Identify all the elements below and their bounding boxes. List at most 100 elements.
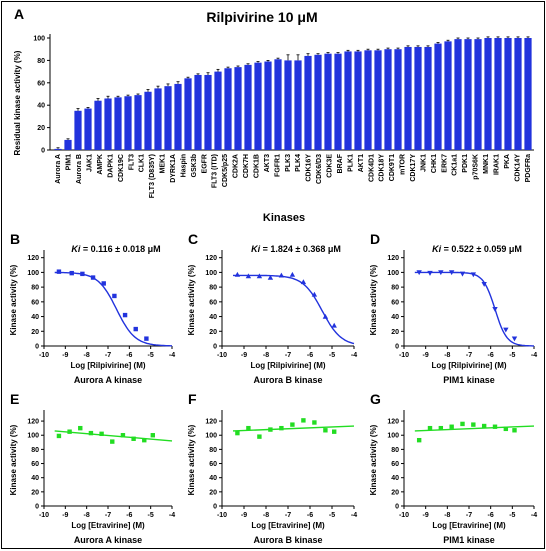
- xtick-label: -10: [217, 352, 227, 359]
- xtick-label: -6: [488, 512, 494, 519]
- ki-symbol: Ki: [432, 244, 444, 254]
- ytick-label: 80: [209, 285, 217, 292]
- panel-a-category-label: PDGFRa: [525, 154, 532, 183]
- panel-a-bar: [224, 68, 232, 150]
- panel-c-dose-response: C Ki = 1.824 ± 0.368 μM 0 20 40 60 80 100 120 -10…: [187, 231, 357, 385]
- panel-a-bar: [504, 38, 512, 150]
- panel-subtitle: Aurora B kinase: [253, 375, 322, 385]
- data-point: [245, 273, 252, 279]
- panel-a-category-label: MNK1: [483, 154, 490, 174]
- panel-a-category-label: CDK4D1: [368, 154, 375, 182]
- panel-a-category-label: PDK1: [462, 154, 469, 173]
- ytick-label: 120: [205, 419, 217, 426]
- panel-a-plot: 0 20 40 60 80 100 Aurora A PIM1 Aurora B JAK1 AMPK…: [33, 34, 534, 198]
- ytick-label: 20: [391, 329, 399, 336]
- data-point: [492, 307, 498, 312]
- xtick-label: -7: [285, 352, 291, 359]
- data-point: [289, 271, 296, 277]
- ytick-label: 20: [31, 489, 39, 496]
- panel-a-bar: [54, 148, 62, 150]
- panel-a-category-label: CDK2A: [233, 154, 240, 178]
- panel-a-category-label: DYRK1A: [170, 154, 177, 183]
- panel-a-category-label: EGFR: [201, 154, 208, 173]
- data-point: [503, 327, 509, 333]
- data-point: [246, 425, 251, 431]
- data-point: [448, 270, 455, 276]
- panel-a-bar: [194, 74, 202, 150]
- panel-a-category-label: CDK19C: [118, 154, 125, 182]
- x-axis-label: Log [Rilpivirine] (M): [431, 361, 506, 370]
- ytick-label: 0: [395, 504, 399, 511]
- data-point: [511, 336, 518, 342]
- x-axis-label: Log [Etravirine] (M): [71, 521, 145, 530]
- fit-curve: [233, 274, 355, 345]
- panel-a-bar: [384, 49, 392, 151]
- panel-a-bar: [274, 59, 282, 150]
- panel-a-bar: [374, 50, 382, 150]
- panel-a-bar: [494, 38, 502, 150]
- ki-annotation: Ki = 1.824 ± 0.368 μM: [251, 244, 341, 254]
- ytick-label: 60: [31, 461, 39, 468]
- xtick-label: -8: [84, 512, 90, 519]
- panel-a-ytick-label: 0: [41, 148, 45, 155]
- xtick-label: -9: [423, 512, 429, 519]
- panel-a-bar: [334, 53, 342, 150]
- xtick-label: -9: [241, 352, 247, 359]
- data-point: [99, 431, 104, 437]
- x-axis-label: Log [Etravirine] (M): [251, 521, 325, 530]
- fit-line: [54, 430, 173, 442]
- panel-subtitle: PIM1 kinase: [443, 535, 495, 545]
- panel-a-category-label: GSK3b: [191, 154, 198, 177]
- panel-a-bar: [264, 61, 272, 150]
- ytick-label: 20: [209, 329, 217, 336]
- data-point: [438, 425, 444, 431]
- panel-letter: F: [188, 391, 197, 407]
- data-point: [78, 425, 83, 431]
- xtick-label: -7: [466, 352, 472, 359]
- xtick-label: -10: [217, 512, 227, 519]
- xtick-label: -9: [62, 352, 68, 359]
- data-point: [234, 271, 241, 277]
- data-point: [471, 422, 476, 427]
- fit-line: [232, 425, 355, 432]
- panel-a-xlabel: Kinases: [263, 212, 305, 224]
- ki-value: = 1.824 ± 0.368 μM: [263, 244, 341, 254]
- y-axis-label: Kinase activity (%): [369, 424, 378, 495]
- ytick-label: 80: [209, 447, 217, 454]
- panel-a-category-label: MEK1: [160, 154, 167, 174]
- ytick-label: 20: [31, 329, 39, 336]
- data-point: [133, 326, 138, 332]
- xtick-label: -4: [169, 512, 175, 519]
- panel-subtitle: Aurora A kinase: [74, 375, 142, 385]
- xtick-label: -8: [263, 352, 269, 359]
- panel-a-bar: [474, 39, 482, 151]
- ytick-label: 60: [391, 461, 399, 468]
- xtick-label: -4: [531, 512, 537, 519]
- panel-a-category-label: CDK3E: [327, 154, 334, 178]
- panel-a-ylabel: Residual kinase activity (%): [13, 50, 22, 155]
- xtick-label: -4: [351, 512, 357, 519]
- panel-a-category-label: PIM1: [66, 154, 73, 170]
- panel-a-category-label: CDK14Y: [514, 154, 521, 182]
- x-axis-label: Log [Etravirine] (M): [432, 521, 506, 530]
- panel-a-bar: [114, 97, 122, 150]
- panel-a-category-label: DAPK1: [107, 154, 114, 178]
- data-point: [311, 291, 318, 297]
- data-point: [257, 434, 262, 439]
- ytick-label: 80: [391, 447, 399, 454]
- ytick-label: 40: [31, 475, 39, 482]
- ytick-label: 80: [31, 447, 39, 454]
- ytick-label: 120: [387, 419, 399, 426]
- ytick-label: 40: [391, 475, 399, 482]
- panel-a-bar: [204, 74, 212, 150]
- ytick-label: 20: [209, 489, 217, 496]
- data-point: [131, 436, 136, 441]
- xtick-label: -10: [399, 352, 409, 359]
- data-point: [80, 271, 85, 277]
- panel-a-bar: [234, 67, 242, 150]
- panel-a-bar: [244, 64, 252, 150]
- panel-a-category-label: FLT3 (D835Y): [149, 154, 156, 198]
- data-point: [112, 293, 117, 299]
- data-point: [88, 430, 94, 436]
- panel-a-ytick-label: 20: [37, 125, 45, 132]
